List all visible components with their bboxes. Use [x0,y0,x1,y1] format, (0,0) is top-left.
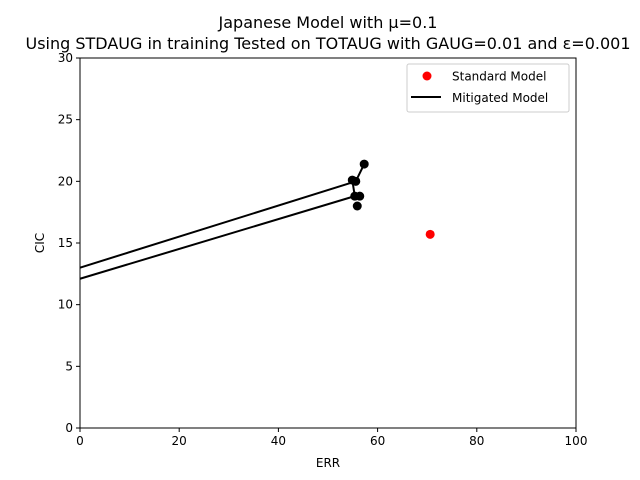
x-tick-label: 80 [469,434,484,448]
y-tick-label: 15 [58,236,73,250]
plot-frame [79,57,577,429]
mitigated-model-point [352,201,362,211]
mitigated-model-point [347,175,357,185]
x-tick-label: 0 [76,434,84,448]
legend-box [406,63,570,113]
axis-ticks: 0 20 40 60 80 100 0 5 10 15 20 25 30 [58,51,588,448]
y-tick-label: 20 [58,174,73,188]
chart-subtitle: Using STDAUG in training Tested on TOTAU… [25,34,630,53]
standard-model-point [425,229,435,239]
x-axis-label: ERR [316,456,340,470]
legend-label-standard: Standard Model [452,70,546,84]
y-axis-label: CIC [33,233,47,253]
mitigated-model-point [355,191,365,201]
legend-marker-standard [422,71,432,81]
mitigated-model-point [359,159,369,169]
x-tick-label: 40 [271,434,286,448]
plot-area [79,159,435,280]
y-tick-label: 30 [58,51,73,65]
y-tick-label: 5 [65,359,73,373]
chart-title: Japanese Model with μ=0.1 [218,13,438,32]
legend: Standard Model Mitigated Model [406,63,570,113]
legend-label-mitigated: Mitigated Model [452,91,548,105]
x-tick-label: 100 [565,434,588,448]
mitigated-model-line [79,163,366,269]
x-tick-label: 20 [172,434,187,448]
y-tick-label: 10 [58,298,73,312]
y-tick-label: 0 [65,421,73,435]
x-tick-label: 60 [370,434,385,448]
y-tick-label: 25 [58,113,73,127]
